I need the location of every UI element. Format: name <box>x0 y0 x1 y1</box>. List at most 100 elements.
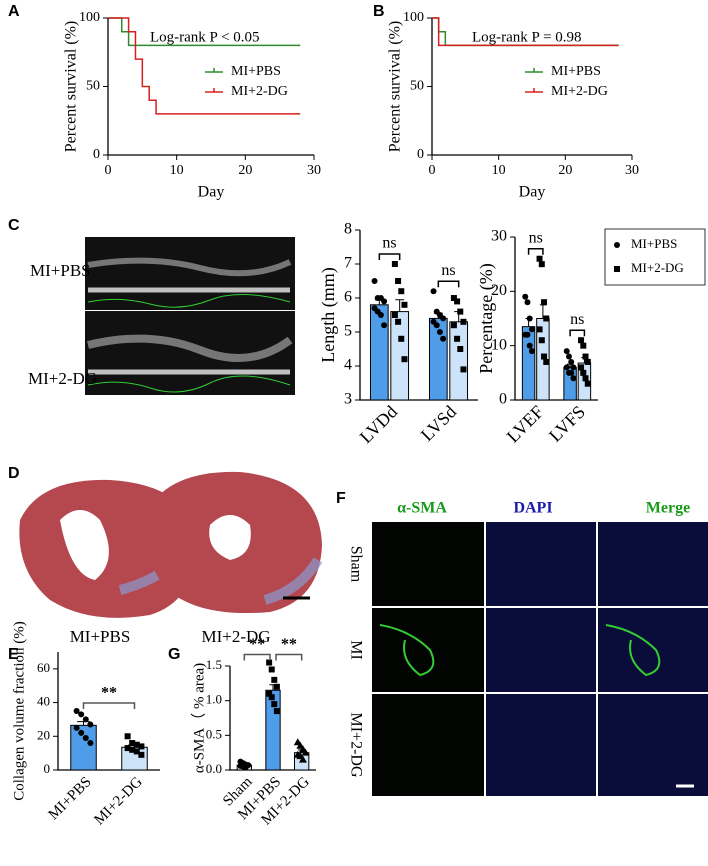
x-axis-label: Day <box>198 184 225 201</box>
data-point <box>578 337 585 344</box>
data-point <box>526 342 533 349</box>
x-tick-label: 20 <box>238 163 252 178</box>
fluor-column: α-SMA <box>397 500 447 517</box>
sig-label: ns <box>441 262 455 279</box>
fluor-column: DAPI <box>513 500 552 517</box>
legend-label: MI+PBS <box>551 64 601 79</box>
y-tick-label: 10 <box>491 336 507 353</box>
x-tick-label: 30 <box>307 163 321 178</box>
data-point <box>528 326 535 333</box>
y-tick-label: 20 <box>37 727 50 742</box>
data-point <box>268 666 275 673</box>
fluorescence-images <box>372 522 708 796</box>
data-point <box>129 740 136 747</box>
annotation: Log-rank P < 0.05 <box>150 29 260 45</box>
fluor-row: Sham <box>347 546 364 583</box>
sig-bracket <box>275 653 303 661</box>
data-point <box>568 358 575 365</box>
data-point <box>536 255 543 262</box>
data-point <box>401 356 408 363</box>
data-point <box>273 708 280 715</box>
data-point <box>565 353 572 360</box>
data-point <box>78 711 85 718</box>
data-point <box>87 740 94 747</box>
data-point <box>371 278 378 284</box>
legend-label: MI+2-DG <box>631 260 684 275</box>
data-point <box>381 322 388 329</box>
data-point <box>522 293 529 300</box>
x-tick-label: 0 <box>105 163 112 178</box>
legend-label: MI+2-DG <box>231 84 288 99</box>
y-axis-label: α-SMA（ % area) <box>190 663 207 773</box>
data-point <box>398 335 405 342</box>
data-point <box>563 348 570 355</box>
x-tick-label: MI+PBS <box>46 774 95 823</box>
sig-bracket <box>569 329 586 337</box>
x-tick-label: 10 <box>170 163 184 178</box>
survival-line <box>432 17 619 47</box>
legend-label: MI+PBS <box>231 64 281 79</box>
bar <box>390 311 410 401</box>
data-point <box>538 261 545 268</box>
y-axis-label: Percent survival (%) <box>387 21 404 153</box>
legend-label: MI+PBS <box>631 236 677 251</box>
data-point <box>433 322 440 329</box>
data-point <box>381 298 388 305</box>
data-point <box>242 764 249 771</box>
heart-images <box>19 471 323 618</box>
data-point <box>124 733 131 740</box>
bar <box>369 304 389 401</box>
data-point <box>436 329 443 335</box>
y-tick-label: 60 <box>37 660 50 675</box>
data-point <box>73 708 80 714</box>
data-point <box>298 755 307 763</box>
y-tick-label: 0.0 <box>206 761 222 776</box>
y-tick-label: 0.5 <box>206 726 222 741</box>
data-point <box>87 721 94 728</box>
y-tick-label: 5 <box>344 323 352 340</box>
data-point <box>454 335 461 342</box>
panel-letter: C <box>8 217 20 234</box>
y-tick-label: 50 <box>86 79 100 94</box>
data-point <box>129 746 136 753</box>
data-point <box>440 335 447 342</box>
data-point <box>538 337 545 344</box>
sig-bracket <box>378 253 401 260</box>
data-point <box>457 308 464 315</box>
data-point <box>377 312 384 318</box>
legend-swatch <box>205 88 223 93</box>
sig-label: ns <box>529 229 543 246</box>
y-tick-label: 100 <box>79 10 100 25</box>
data-point <box>580 342 587 349</box>
data-point <box>582 375 589 382</box>
y-axis-label: Percent survival (%) <box>63 21 80 153</box>
data-point <box>526 315 533 322</box>
data-point <box>440 315 447 322</box>
echo-label: MI+2-DG <box>28 369 97 388</box>
y-tick-label: 3 <box>344 391 352 408</box>
data-point <box>398 288 405 295</box>
sig-bracket <box>243 653 271 661</box>
x-axis-label: Day <box>519 184 546 201</box>
sig-bracket <box>82 702 136 709</box>
data-point <box>584 380 591 387</box>
legend-swatch <box>525 88 543 93</box>
data-point <box>536 326 543 333</box>
data-point <box>78 729 85 736</box>
data-point <box>268 694 275 701</box>
data-point <box>541 353 548 360</box>
x-tick-label: 10 <box>492 163 506 178</box>
sig-bracket <box>437 280 460 288</box>
data-point <box>124 745 131 752</box>
y-axis-label: Collagen volume fraction (%) <box>11 621 27 801</box>
legend-marker <box>614 242 620 248</box>
data-point <box>582 353 589 360</box>
data-point <box>580 369 587 376</box>
data-point <box>273 683 280 690</box>
data-point <box>524 299 531 306</box>
x-tick-label: 20 <box>558 163 572 178</box>
data-point <box>401 301 408 308</box>
error-bar <box>395 299 405 312</box>
data-point <box>584 358 591 365</box>
